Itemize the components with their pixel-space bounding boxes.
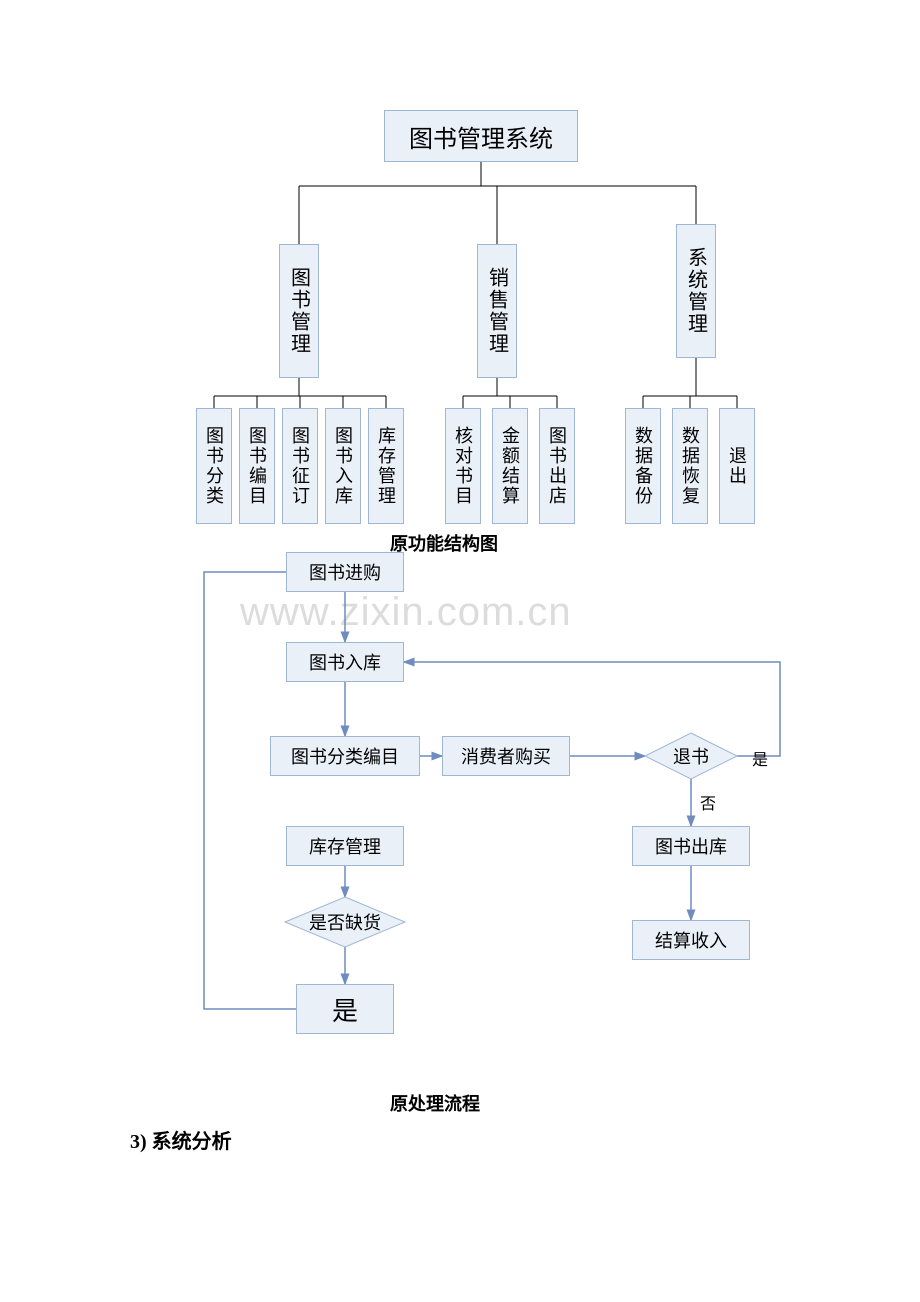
tree-leaf: 图书编目: [239, 408, 275, 524]
tree-leaf: 金额结算: [492, 408, 528, 524]
caption-tree: 原功能结构图: [390, 530, 498, 556]
flow-node: 图书出库: [632, 826, 750, 866]
tree-leaf: 核对书目: [445, 408, 481, 524]
tree-mid: 销售管理: [477, 244, 517, 378]
flow-node: 图书入库: [286, 642, 404, 682]
flow-decision-label: 退书: [645, 733, 737, 779]
flow-node: 图书进购: [286, 552, 404, 592]
flow-node: 图书分类编目: [270, 736, 420, 776]
flow-decision-label: 是否缺货: [285, 897, 405, 947]
tree-leaf: 图书分类: [196, 408, 232, 524]
flow-edge-label: 是: [752, 746, 768, 770]
watermark-text: www.zixin.com.cn: [240, 590, 572, 635]
tree-leaf: 数据备份: [625, 408, 661, 524]
flow-node: 消费者购买: [442, 736, 570, 776]
section-heading: 3) 系统分析: [130, 1125, 232, 1154]
tree-leaf: 库存管理: [368, 408, 404, 524]
tree-leaf: 图书征订: [282, 408, 318, 524]
tree-mid: 系统管理: [676, 224, 716, 358]
tree-mid: 图书管理: [279, 244, 319, 378]
flow-node: 结算收入: [632, 920, 750, 960]
tree-leaf: 退出: [719, 408, 755, 524]
tree-leaf: 图书出店: [539, 408, 575, 524]
tree-root: 图书管理系统: [384, 110, 578, 162]
flow-edge-label: 否: [700, 790, 716, 814]
flow-node: 库存管理: [286, 826, 404, 866]
flow-node: 是: [296, 984, 394, 1034]
tree-leaf: 数据恢复: [672, 408, 708, 524]
tree-leaf: 图书入库: [325, 408, 361, 524]
caption-flow: 原处理流程: [390, 1090, 480, 1116]
